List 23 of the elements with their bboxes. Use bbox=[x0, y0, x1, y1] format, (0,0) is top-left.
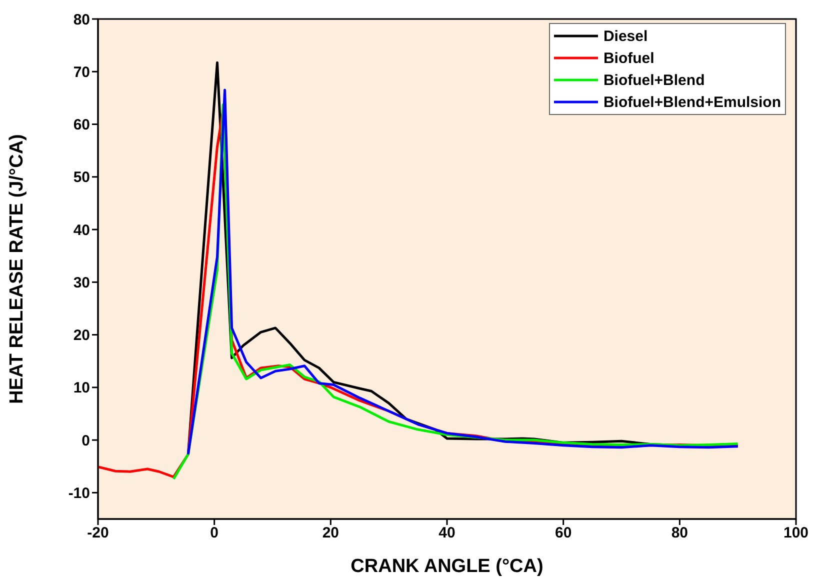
y-tick-label: 0 bbox=[82, 432, 90, 450]
x-tick-label: 40 bbox=[438, 524, 456, 542]
y-tick-label: 60 bbox=[73, 116, 90, 134]
legend-label: Diesel bbox=[603, 28, 648, 44]
y-tick-label: 70 bbox=[73, 64, 90, 81]
x-tick-label: 100 bbox=[783, 524, 809, 542]
legend-label: Biofuel+Blend+Emulsion bbox=[603, 94, 781, 110]
legend-label: Biofuel bbox=[603, 50, 654, 66]
y-tick-label: 10 bbox=[73, 380, 90, 397]
y-tick-label: 30 bbox=[73, 274, 90, 292]
x-tick-label: 20 bbox=[322, 524, 340, 542]
y-tick-label: 80 bbox=[73, 11, 90, 28]
x-axis-title: CRANK ANGLE (°CA) bbox=[350, 556, 544, 577]
x-tick-label: 60 bbox=[554, 524, 572, 542]
legend-label: Biofuel+Blend bbox=[603, 72, 705, 88]
x-tick-label: 80 bbox=[671, 524, 688, 542]
y-tick-label: -10 bbox=[68, 485, 90, 502]
y-tick-label: 50 bbox=[73, 169, 90, 186]
x-tick-label: 0 bbox=[210, 524, 219, 542]
y-axis-title: HEAT RELEASE RATE (J/°CA) bbox=[6, 134, 28, 404]
y-tick-label: 20 bbox=[73, 327, 90, 344]
y-tick-label: 40 bbox=[73, 222, 90, 239]
x-tick-label: -20 bbox=[87, 524, 109, 542]
